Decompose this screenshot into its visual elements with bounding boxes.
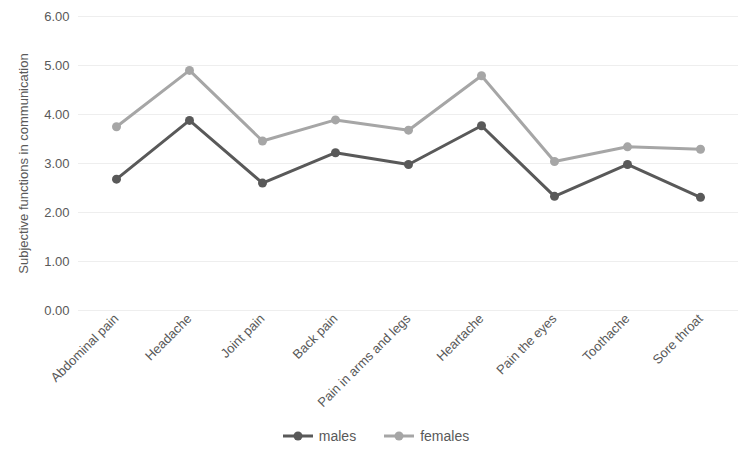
html-text:females: females <box>420 428 470 444</box>
svg-text:Headache: Headache <box>142 311 195 364</box>
svg-text:Abdominal pain: Abdominal pain <box>48 311 122 385</box>
svg-text:1.00: 1.00 <box>44 254 69 269</box>
svg-text:Heartache: Heartache <box>434 311 487 364</box>
svg-text:6.00: 6.00 <box>44 9 69 24</box>
svg-text:Joint pain: Joint pain <box>218 311 268 361</box>
svg-text:3.00: 3.00 <box>44 156 69 171</box>
svg-text:0.00: 0.00 <box>44 303 69 318</box>
svg-text:4.00: 4.00 <box>44 107 69 122</box>
svg-text:Pain the eyes: Pain the eyes <box>493 311 560 378</box>
svg-text:2.00: 2.00 <box>44 205 69 220</box>
svg-text:Toothache: Toothache <box>580 311 633 364</box>
svg-text:Subjective functions in commun: Subjective functions in communication <box>16 53 31 273</box>
svg-text:5.00: 5.00 <box>44 58 69 73</box>
svg-text:Sore throat: Sore throat <box>649 311 705 367</box>
html-text:males: males <box>318 428 357 444</box>
svg-text:Pain in arms and legs: Pain in arms and legs <box>315 311 414 410</box>
svg-text:Back pain: Back pain <box>290 311 341 362</box>
